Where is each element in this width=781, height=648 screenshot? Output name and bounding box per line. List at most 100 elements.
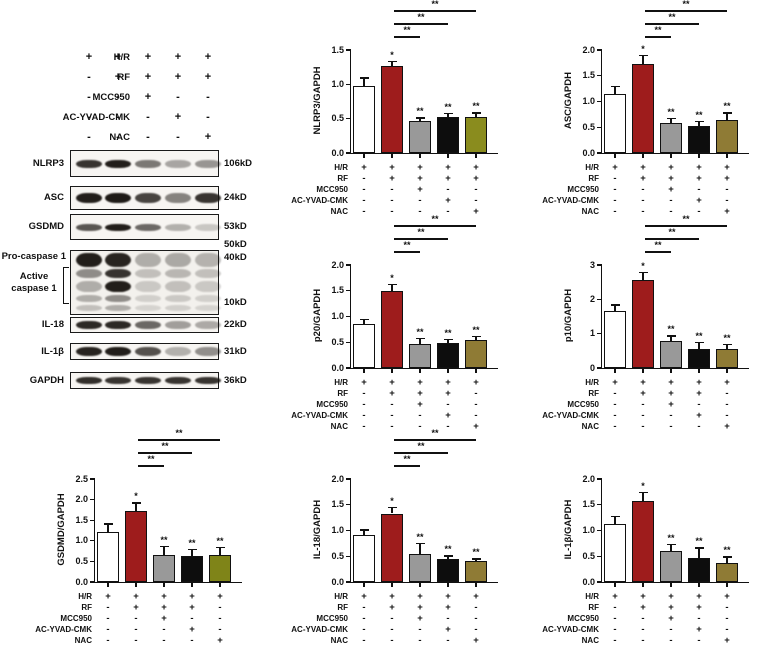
y-tick-label: 2.0 <box>582 473 595 484</box>
blot-band <box>195 269 221 278</box>
treatment-symbol: + <box>189 602 195 613</box>
treatment-symbol: + <box>668 613 674 624</box>
significance-label: ** <box>472 101 480 112</box>
blot-band <box>105 223 131 231</box>
y-tick-mark <box>597 126 601 128</box>
bar <box>604 523 626 582</box>
significance-label: * <box>390 272 394 283</box>
treatment-symbol: - <box>725 602 729 613</box>
error-bar-stem <box>107 523 109 532</box>
treatment-symbol: + <box>361 377 367 388</box>
blot-treatment-label: H/R <box>113 52 130 63</box>
treatment-symbol: - <box>697 613 701 624</box>
bar <box>153 555 175 582</box>
y-tick-label: 1.0 <box>331 78 344 89</box>
error-bar-stem <box>475 112 477 118</box>
treatment-symbol: - <box>613 184 617 195</box>
blot-band <box>105 193 131 203</box>
x-axis-line <box>350 368 498 370</box>
blot-band <box>165 193 191 203</box>
treatment-symbol: - <box>218 613 222 624</box>
bar <box>353 534 375 582</box>
y-tick-label: 3 <box>589 259 595 270</box>
treatment-symbol: + <box>696 195 702 206</box>
blot-band <box>195 159 221 168</box>
significance-label: ** <box>416 326 424 337</box>
blot-band <box>105 159 131 168</box>
treatment-symbol: + <box>417 399 423 410</box>
treatment-symbol: - <box>390 624 394 635</box>
treatment-symbol: - <box>697 184 701 195</box>
error-bar-cap <box>694 341 704 343</box>
treatment-symbol: - <box>362 195 366 206</box>
treatment-symbol: - <box>474 624 478 635</box>
y-tick-label: 0.5 <box>75 555 88 566</box>
bar <box>465 560 487 582</box>
significance-label: ** <box>444 327 452 338</box>
error-bar-stem <box>447 555 449 560</box>
error-bar-stem <box>419 117 421 122</box>
treatment-symbol: - <box>362 388 366 399</box>
y-tick-label: 2.0 <box>331 473 344 484</box>
error-bar-cap <box>638 491 648 494</box>
blot-protein-label: GAPDH <box>29 374 64 386</box>
treatment-symbol: - <box>641 613 645 624</box>
y-tick-mark <box>346 264 350 266</box>
blot-treatment-label: MCC950 <box>92 92 131 103</box>
treatment-symbol: - <box>613 624 617 635</box>
blot-band <box>165 223 191 231</box>
treatment-symbol: - <box>669 410 673 421</box>
significance-label: * <box>390 495 394 506</box>
bar <box>632 280 654 368</box>
treatment-symbol: - <box>725 399 729 410</box>
treatment-row-label: MCC950 <box>316 400 348 409</box>
treatment-symbol: - <box>613 635 617 646</box>
treatment-symbol: + <box>445 602 451 613</box>
blot-band <box>105 305 131 311</box>
treatment-symbol: + <box>473 591 479 602</box>
x-tick-mark <box>642 369 644 373</box>
blot-treatment-symbol: - <box>206 111 210 123</box>
treatment-row-label: H/R <box>78 592 92 601</box>
error-bar-cap <box>722 343 732 346</box>
treatment-symbol: + <box>696 602 702 613</box>
blot-band <box>105 253 131 267</box>
y-axis-line <box>601 49 603 154</box>
error-bar-cap <box>187 549 197 551</box>
y-axis-line <box>601 264 603 369</box>
treatment-symbol: + <box>133 602 139 613</box>
blot-band <box>135 347 161 356</box>
treatment-symbol: + <box>668 591 674 602</box>
treatment-symbol: + <box>724 206 730 217</box>
y-tick-label: 1.0 <box>331 311 344 321</box>
treatment-symbol: - <box>106 635 110 646</box>
treatment-symbol: - <box>418 410 422 421</box>
treatment-symbol: - <box>362 635 366 646</box>
error-bar-stem <box>447 113 449 118</box>
treatment-symbol: + <box>724 591 730 602</box>
blot-band <box>165 347 191 356</box>
treatment-symbol: + <box>668 184 674 195</box>
blot-treatment-symbol: - <box>206 91 210 103</box>
treatment-symbol: - <box>134 624 138 635</box>
comparison-bracket <box>645 238 699 240</box>
treatment-symbol: - <box>697 635 701 646</box>
blot-band <box>76 253 102 267</box>
error-bar-stem <box>219 546 221 556</box>
treatment-symbol: - <box>641 195 645 206</box>
x-tick-mark <box>447 369 449 373</box>
y-tick-mark <box>90 560 94 562</box>
error-bar-cap <box>103 523 113 525</box>
y-tick-label: 1.0 <box>582 525 595 535</box>
comparison-bracket <box>645 251 671 253</box>
treatment-symbol: - <box>613 388 617 399</box>
comparison-bracket <box>394 10 476 12</box>
blot-treatment-symbol: - <box>116 131 120 143</box>
significance-label: ** <box>444 544 452 555</box>
treatment-symbol: - <box>134 635 138 646</box>
treatment-row-label: AC-YVAD-CMK <box>542 411 599 420</box>
treatment-symbol: + <box>696 377 702 388</box>
treatment-symbol: + <box>417 602 423 613</box>
treatment-symbol: - <box>613 206 617 217</box>
error-bar-stem <box>614 85 616 94</box>
